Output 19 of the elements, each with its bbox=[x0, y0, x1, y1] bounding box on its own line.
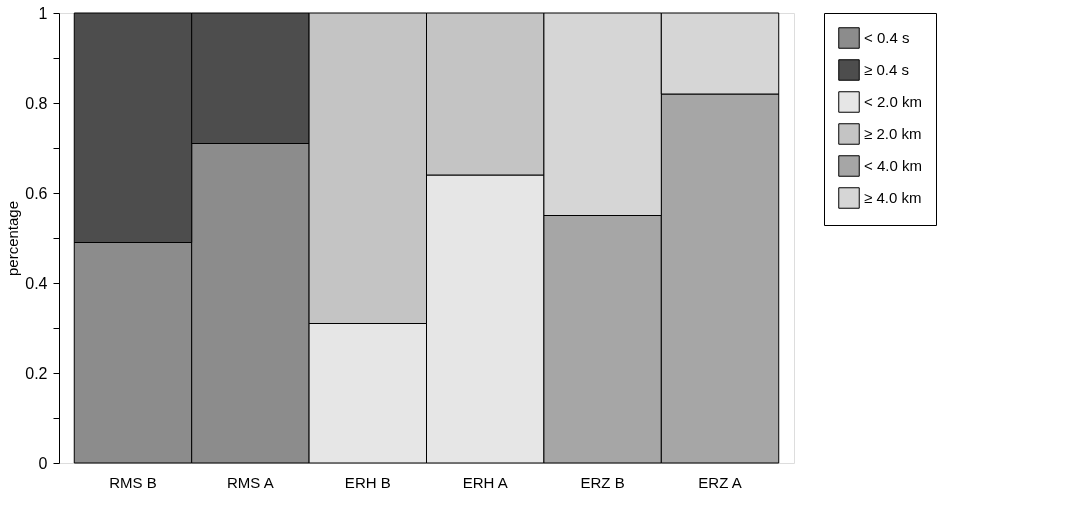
legend-label: ≥ 4.0 km bbox=[864, 189, 922, 206]
y-tick-label: 0.6 bbox=[25, 184, 48, 202]
y-axis-title: percentage bbox=[4, 200, 22, 277]
legend-label: < 0.4 s bbox=[864, 29, 910, 46]
y-tick-label: 0.2 bbox=[25, 364, 48, 382]
legend-label: < 2.0 km bbox=[864, 93, 922, 110]
legend-label: < 4.0 km bbox=[864, 157, 922, 174]
y-tick-label: 0.4 bbox=[25, 274, 48, 292]
x-tick-label: RMS A bbox=[227, 473, 274, 491]
legend-label: ≥ 0.4 s bbox=[864, 61, 909, 78]
y-tick-label: 0 bbox=[38, 454, 48, 472]
x-tick-label: ERH A bbox=[462, 473, 508, 491]
legend-label: ≥ 2.0 km bbox=[864, 125, 922, 142]
x-tick-label: RMS B bbox=[109, 473, 157, 491]
x-tick-label: ERZ A bbox=[698, 473, 742, 491]
x-tick-label: ERH B bbox=[344, 473, 391, 491]
y-tick-label: 1 bbox=[38, 4, 48, 22]
y-tick-label: 0.8 bbox=[25, 94, 48, 112]
x-tick-label: ERZ B bbox=[580, 473, 625, 491]
